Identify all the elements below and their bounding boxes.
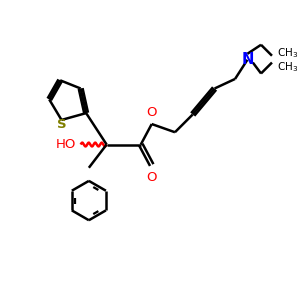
Text: CH$_3$: CH$_3$ [277,46,298,60]
Text: S: S [57,118,67,131]
Text: CH$_3$: CH$_3$ [277,60,298,74]
Text: HO: HO [56,138,76,151]
Text: O: O [146,106,157,118]
Text: N: N [241,52,254,67]
Text: O: O [146,171,157,184]
